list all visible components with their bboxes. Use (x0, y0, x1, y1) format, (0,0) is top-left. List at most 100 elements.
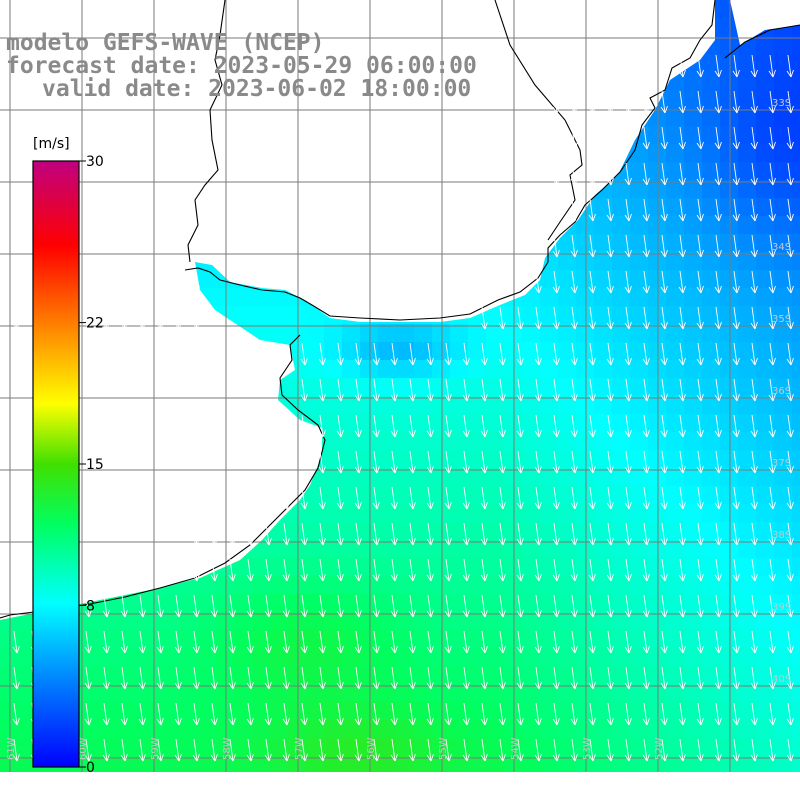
wind-arrow (642, 666, 650, 690)
field-cell (792, 198, 800, 217)
field-cell (756, 504, 775, 523)
field-cell (756, 468, 775, 487)
field-cell (414, 774, 433, 793)
wind-arrow (480, 450, 488, 474)
field-cell (720, 216, 739, 235)
field-cell (162, 684, 181, 703)
wind-arrow (570, 522, 578, 546)
field-cell (756, 306, 775, 325)
wind-arrow (588, 234, 596, 258)
field-cell (504, 702, 523, 721)
field-cell (756, 324, 775, 343)
field-cell (342, 432, 361, 451)
field-cell (576, 702, 595, 721)
field-cell (576, 468, 595, 487)
field-cell (774, 648, 793, 667)
wind-arrow (786, 378, 794, 402)
field-cell (396, 540, 415, 559)
field-cell (702, 216, 721, 235)
wind-arrow (516, 486, 524, 510)
field-cell (360, 486, 379, 505)
wind-arrow (138, 666, 146, 690)
field-cell (270, 558, 289, 577)
wind-arrow (678, 198, 686, 222)
field-cell (432, 576, 451, 595)
field-cell (702, 126, 721, 145)
wind-arrow (408, 342, 416, 366)
wind-arrow (390, 414, 398, 438)
field-cell (378, 756, 397, 772)
field-cell (648, 684, 667, 703)
field-cell (756, 486, 775, 505)
field-cell (450, 342, 469, 361)
wind-arrow (408, 558, 416, 582)
wind-arrow (660, 702, 668, 726)
field-cell (630, 540, 649, 559)
field-cell (630, 306, 649, 325)
field-cell (540, 288, 559, 307)
field-cell (234, 648, 253, 667)
wind-arrow (354, 738, 362, 762)
field-cell (684, 612, 703, 631)
field-cell (324, 540, 343, 559)
wind-arrow (570, 234, 578, 258)
field-cell (648, 432, 667, 451)
field-cell (576, 576, 595, 595)
field-cell (126, 630, 145, 649)
field-cell (504, 378, 523, 397)
field-cell (756, 774, 775, 793)
field-cell (540, 774, 559, 793)
field-cell (216, 576, 235, 595)
wind-arrow (408, 522, 416, 546)
wind-arrow (642, 558, 650, 582)
field-cell (702, 450, 721, 469)
field-cell (648, 324, 667, 343)
field-cell (792, 54, 800, 73)
field-cell (324, 594, 343, 613)
field-cell (612, 342, 631, 361)
field-cell (504, 594, 523, 613)
field-cell (774, 270, 793, 289)
field-cell (108, 684, 127, 703)
field-cell (594, 666, 613, 685)
field-cell (270, 720, 289, 739)
latitude-label: 34S (772, 242, 791, 253)
wind-arrow (678, 162, 686, 186)
field-cell (504, 486, 523, 505)
field-cell (558, 666, 577, 685)
field-cell (630, 234, 649, 253)
field-cell (738, 432, 757, 451)
field-cell (540, 450, 559, 469)
wind-arrow (588, 198, 596, 222)
field-cell (684, 774, 703, 793)
field-cell (522, 306, 541, 325)
wind-arrow (246, 630, 254, 654)
field-cell (612, 774, 631, 793)
field-cell (576, 342, 595, 361)
field-cell (792, 126, 800, 145)
wind-arrow (120, 702, 128, 726)
field-cell (504, 612, 523, 631)
wind-arrow (570, 162, 578, 186)
field-cell (432, 594, 451, 613)
field-cell (378, 396, 397, 415)
wind-arrow (642, 738, 650, 762)
field-cell (234, 666, 253, 685)
wind-arrow (642, 450, 650, 474)
field-cell (486, 432, 505, 451)
field-cell (738, 576, 757, 595)
field-cell (504, 630, 523, 649)
wind-arrow (768, 594, 776, 618)
field-cell (180, 684, 199, 703)
field-cell (576, 720, 595, 739)
field-cell (522, 720, 541, 739)
wind-arrow (678, 126, 686, 150)
field-cell (486, 558, 505, 577)
field-cell (612, 756, 631, 772)
field-cell (774, 540, 793, 559)
field-cell (792, 270, 800, 289)
field-cell (666, 702, 685, 721)
field-cell (378, 450, 397, 469)
wind-arrow (732, 162, 740, 186)
